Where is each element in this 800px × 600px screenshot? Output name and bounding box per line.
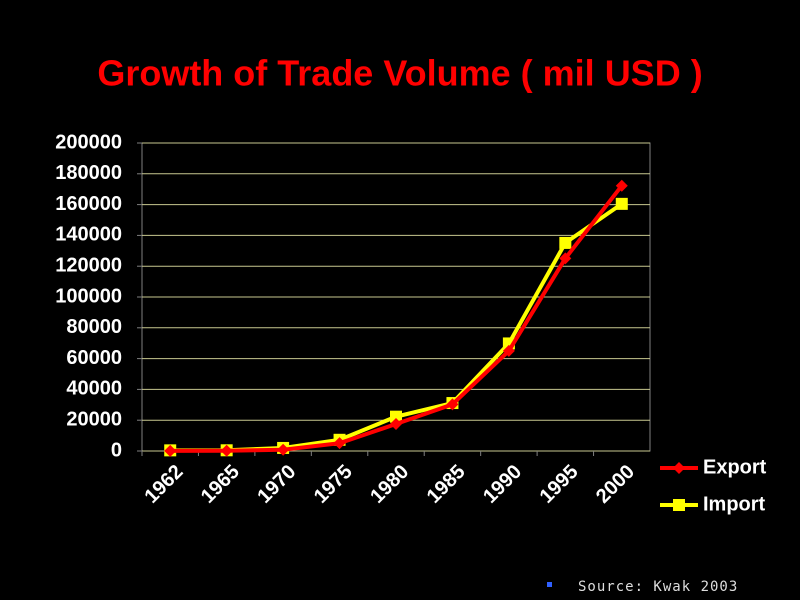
marker: [220, 444, 233, 457]
y-tick-label: 180000: [55, 162, 122, 184]
y-tick-label: 140000: [55, 224, 122, 246]
marker: [615, 179, 628, 192]
x-tick-label: 1980: [366, 461, 413, 508]
y-tick-label: 20000: [66, 408, 122, 430]
y-tick-label: 100000: [55, 285, 122, 307]
x-tick-label: 1970: [253, 461, 300, 508]
x-tick-label: 1990: [479, 461, 526, 508]
marker: [446, 398, 459, 411]
bullet: [547, 582, 552, 587]
x-tick-label: 1965: [197, 461, 244, 508]
x-tick-label: 1962: [140, 461, 187, 508]
marker: [673, 462, 685, 474]
marker: [673, 499, 685, 511]
y-tick-label: 200000: [55, 131, 122, 153]
marker: [390, 418, 402, 431]
y-tick-label: 0: [111, 439, 122, 461]
y-tick-label: 60000: [66, 347, 122, 369]
marker: [615, 197, 628, 210]
y-tick-label: 40000: [66, 378, 122, 400]
x-tick-label: 1985: [423, 461, 470, 508]
legend-label: Export: [703, 456, 767, 478]
marker: [559, 252, 572, 265]
y-tick-label: 120000: [55, 254, 122, 276]
marker: [333, 437, 346, 450]
y-tick-label: 160000: [55, 193, 122, 215]
marker: [559, 236, 572, 249]
legend-label: Import: [703, 493, 766, 515]
chart-title: Growth of Trade Volume ( mil USD ): [97, 53, 702, 94]
x-tick-label: 1975: [310, 461, 357, 508]
x-tick-label: 1995: [536, 461, 583, 508]
y-tick-label: 80000: [66, 316, 122, 338]
source-note: Source: Kwak 2003: [578, 579, 738, 595]
marker: [277, 443, 290, 456]
marker: [390, 410, 402, 423]
marker: [502, 344, 515, 357]
marker: [164, 444, 177, 457]
x-tick-label: 2000: [592, 461, 639, 508]
